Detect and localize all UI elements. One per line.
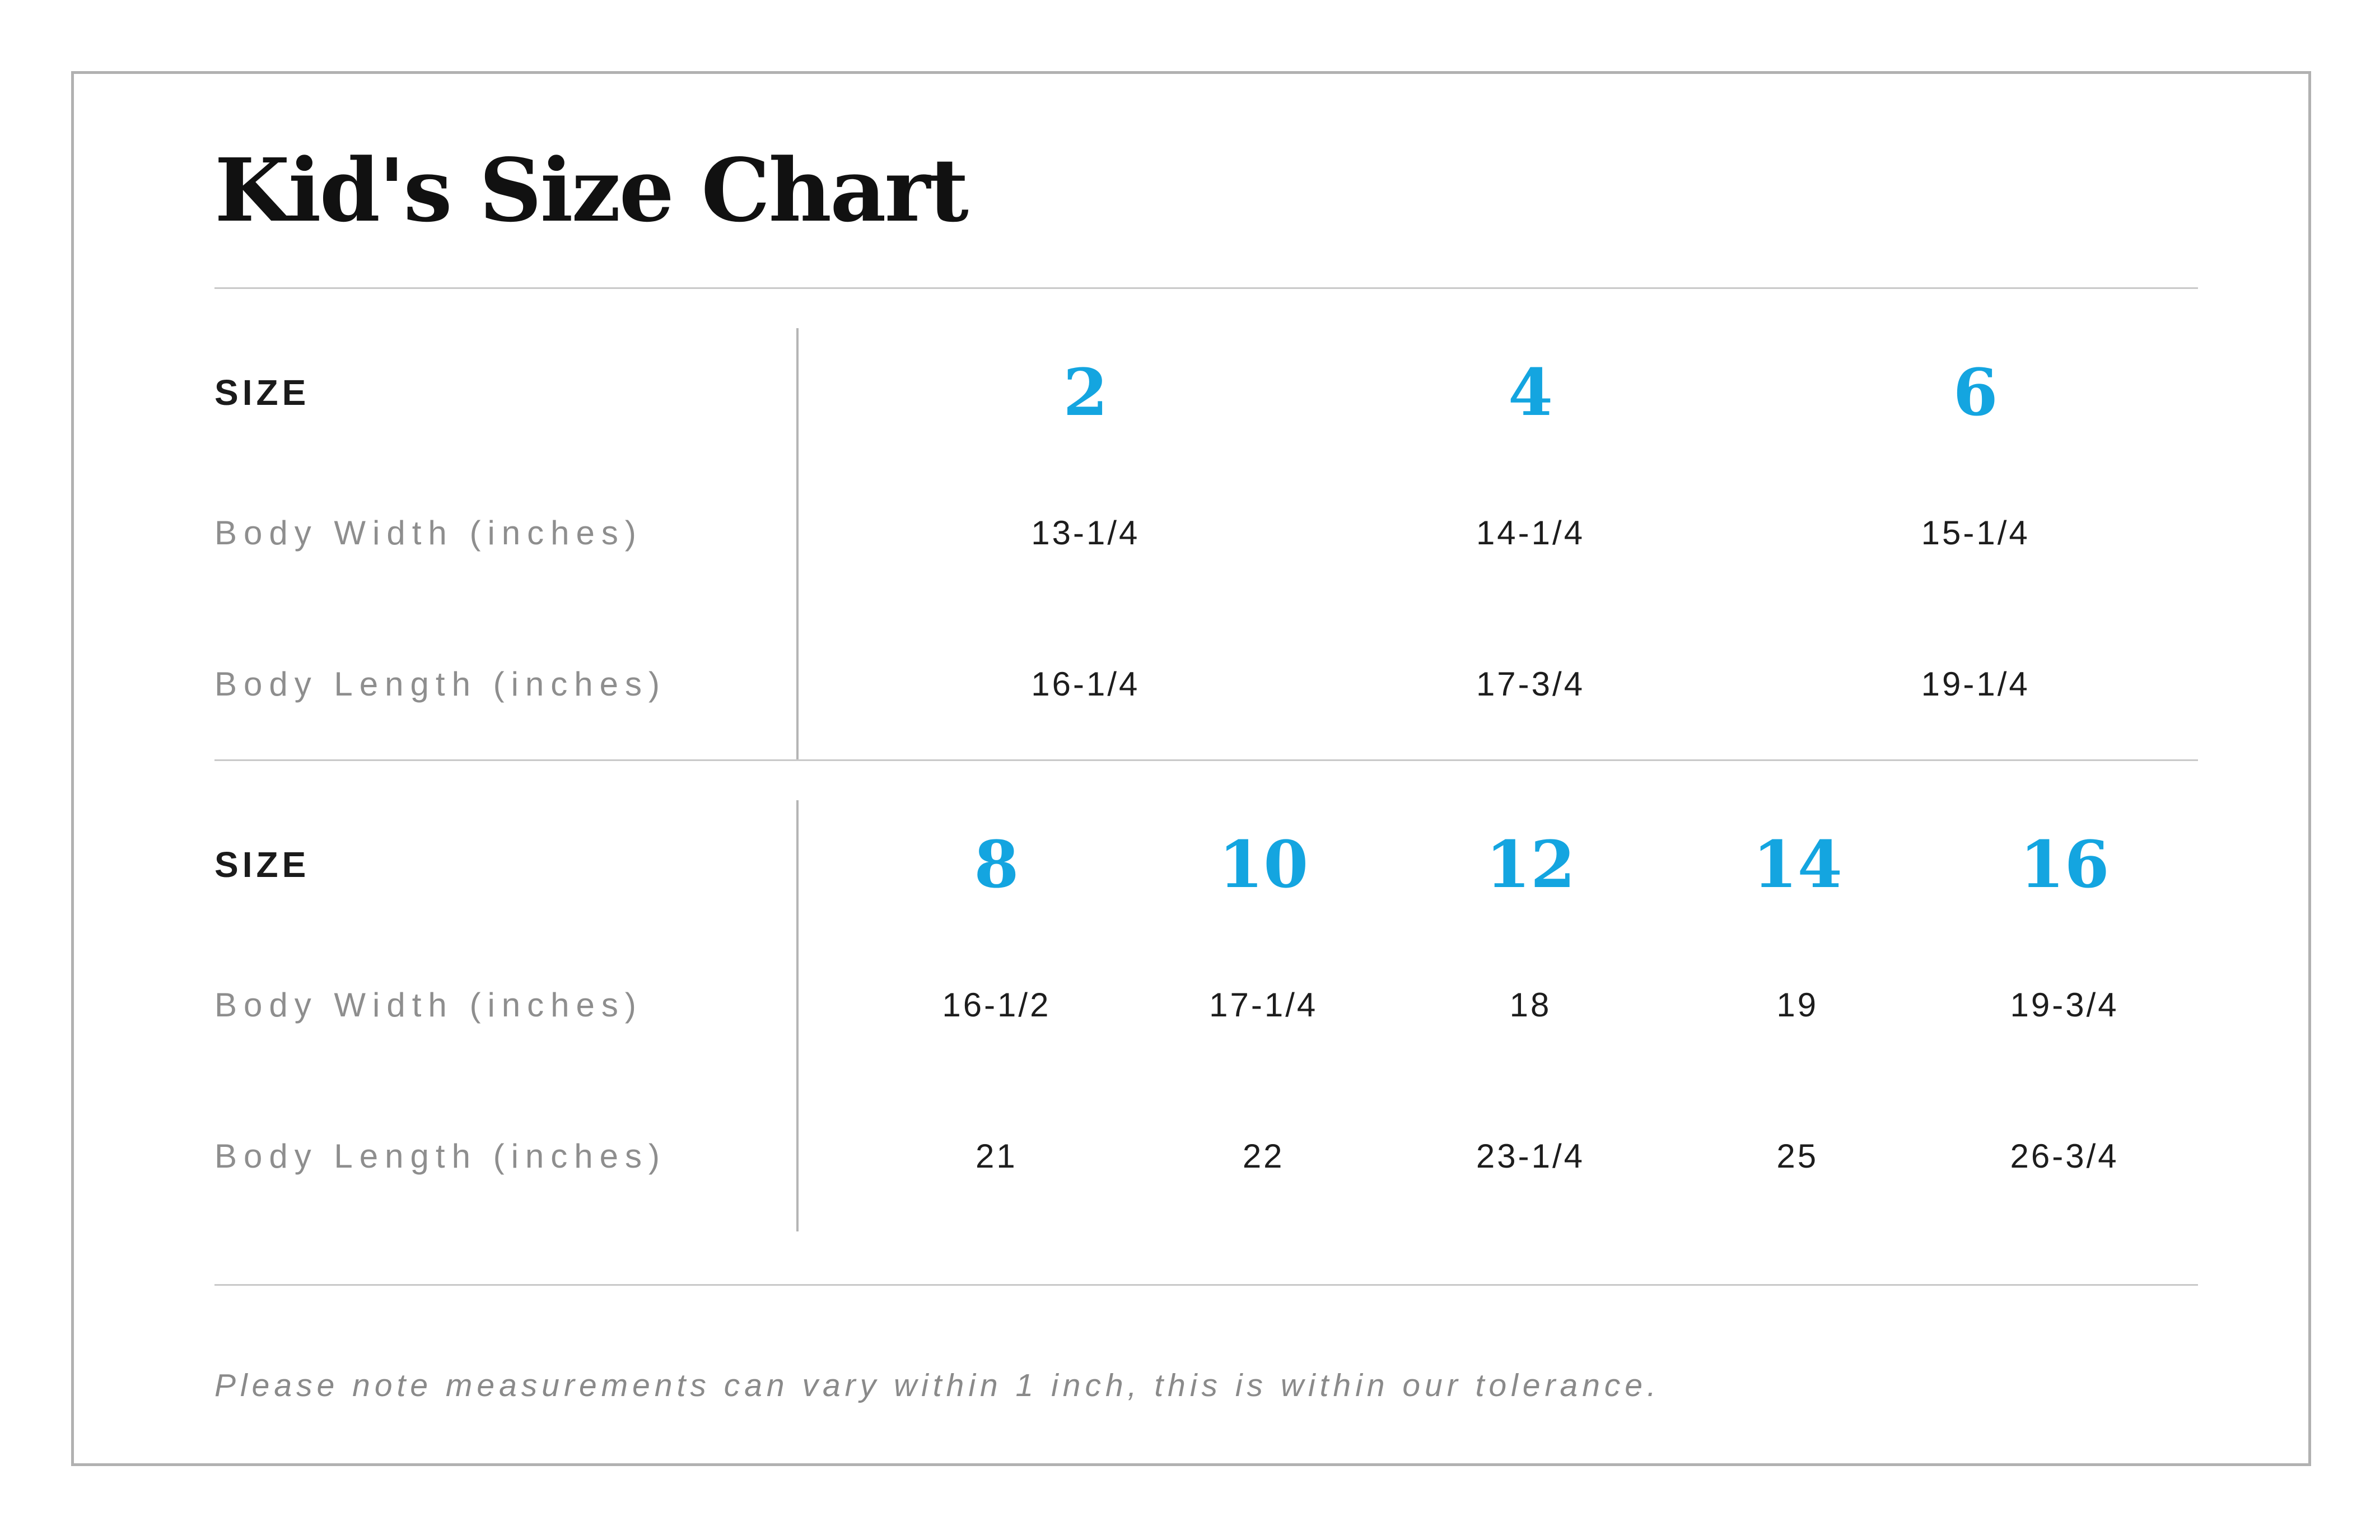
cell-value: 17-1/4	[1209, 986, 1318, 1024]
row-values: 16-1/4 17-3/4 19-1/4	[799, 665, 2198, 703]
cell-value: 15-1/4	[1921, 514, 2030, 552]
cell-value: 21	[976, 1137, 1018, 1175]
row-label: Body Width (inches)	[214, 986, 643, 1024]
size-header-cell: SIZE	[214, 800, 799, 929]
size-value: 16	[2019, 827, 2110, 903]
row-values: 21 22 23-1/4 25 26-3/4	[799, 1137, 2198, 1175]
cell-value: 19	[1776, 986, 1819, 1024]
size-value: 6	[1953, 354, 1998, 431]
table-header-row: SIZE 8 10 12 14 16	[214, 800, 2198, 929]
cell-value: 22	[1242, 1137, 1285, 1175]
size-header-cell: SIZE	[214, 328, 799, 457]
size-value: 14	[1752, 827, 1842, 903]
size-value: 12	[1485, 827, 1576, 903]
size-header-label: SIZE	[214, 372, 310, 413]
row-label-cell: Body Length (inches)	[214, 1080, 799, 1231]
cell-value: 16-1/2	[942, 986, 1051, 1024]
note-divider	[214, 1284, 2198, 1286]
size-value: 2	[1063, 354, 1108, 431]
size-chart-card: Kid's Size Chart SIZE 2 4 6 Body Width (…	[71, 71, 2311, 1466]
row-values: 16-1/2 17-1/4 18 19 19-3/4	[799, 986, 2198, 1024]
cell-value: 17-3/4	[1476, 665, 1585, 703]
cell-value: 26-3/4	[2010, 1137, 2119, 1175]
cell-value: 13-1/4	[1031, 514, 1140, 552]
table-header-row: SIZE 2 4 6	[214, 328, 2198, 457]
size-header-label: SIZE	[214, 844, 310, 885]
size-value: 4	[1508, 354, 1553, 431]
row-label-cell: Body Width (inches)	[214, 929, 799, 1080]
row-values: 13-1/4 14-1/4 15-1/4	[799, 514, 2198, 552]
size-value: 10	[1219, 827, 1309, 903]
page-title: Kid's Size Chart	[214, 139, 969, 241]
tolerance-note: Please note measurements can vary within…	[214, 1368, 1660, 1403]
table-row: Body Length (inches) 16-1/4 17-3/4 19-1/…	[214, 608, 2198, 759]
size-table-youth: SIZE 8 10 12 14 16 Body Width (inches) 1…	[214, 800, 2198, 1231]
row-label-cell: Body Length (inches)	[214, 608, 799, 759]
row-label: Body Length (inches)	[214, 665, 667, 703]
cell-value: 25	[1776, 1137, 1819, 1175]
size-value: 8	[974, 827, 1019, 903]
row-label-cell: Body Width (inches)	[214, 457, 799, 608]
cell-value: 23-1/4	[1476, 1137, 1585, 1175]
row-label: Body Width (inches)	[214, 514, 643, 552]
size-chart-content: Kid's Size Chart SIZE 2 4 6 Body Width (…	[74, 147, 2308, 1404]
size-table-toddler: SIZE 2 4 6 Body Width (inches) 13-1/4 14…	[214, 328, 2198, 759]
size-columns: 8 10 12 14 16	[799, 833, 2198, 897]
cell-value: 14-1/4	[1476, 514, 1585, 552]
table-row: Body Width (inches) 16-1/2 17-1/4 18 19 …	[214, 929, 2198, 1080]
cell-value: 19-3/4	[2010, 986, 2119, 1024]
size-columns: 2 4 6	[799, 361, 2198, 425]
cell-value: 18	[1509, 986, 1552, 1024]
title-divider	[214, 287, 2198, 289]
table-divider	[214, 759, 2198, 761]
cell-value: 16-1/4	[1031, 665, 1140, 703]
cell-value: 19-1/4	[1921, 665, 2030, 703]
row-label: Body Length (inches)	[214, 1137, 667, 1175]
table-row: Body Width (inches) 13-1/4 14-1/4 15-1/4	[214, 457, 2198, 608]
table-row: Body Length (inches) 21 22 23-1/4 25 26-…	[214, 1080, 2198, 1231]
